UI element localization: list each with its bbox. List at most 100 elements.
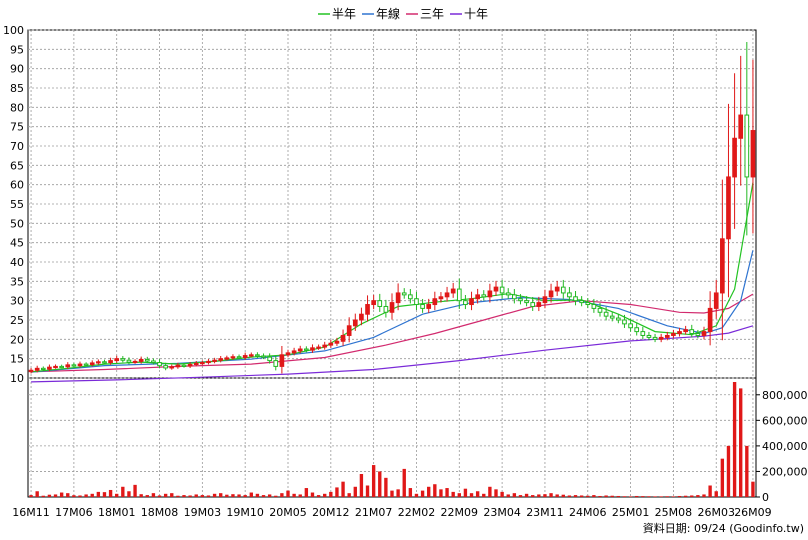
volume-bar xyxy=(182,495,186,497)
volume-bar xyxy=(347,493,351,497)
volume-bar xyxy=(396,489,400,497)
price-tick-label: 50 xyxy=(10,217,24,230)
candle-body xyxy=(512,294,517,300)
candle-body xyxy=(279,354,285,367)
volume-bar xyxy=(579,495,584,497)
legend-label: 半年 xyxy=(332,7,356,21)
volume-bar xyxy=(41,495,45,497)
volume-bar xyxy=(323,493,327,497)
price-tick-label: 90 xyxy=(10,63,24,76)
volume-bar xyxy=(237,494,241,497)
candle-body xyxy=(634,327,640,333)
candle-body xyxy=(334,340,340,344)
volume-bar xyxy=(653,496,657,497)
candle-body xyxy=(579,300,584,304)
date-tick-label: 19M10 xyxy=(226,506,264,519)
volume-panel xyxy=(27,377,757,498)
volume-bar xyxy=(616,495,621,497)
candle-body xyxy=(744,114,750,178)
candle-body xyxy=(671,333,676,336)
candle-body xyxy=(530,302,536,307)
candle-body xyxy=(652,336,658,340)
candle-body xyxy=(187,363,193,367)
date-tick-label: 22M09 xyxy=(441,506,479,519)
date-tick-label: 26M09 xyxy=(734,506,772,519)
price-tick-label: 10 xyxy=(10,372,24,385)
volume-bar xyxy=(316,495,321,497)
volume-bar xyxy=(567,495,572,497)
candle-body xyxy=(365,304,370,315)
volume-bar xyxy=(84,494,88,497)
volume-bar xyxy=(384,477,388,497)
volume-bar xyxy=(482,493,486,497)
candle-body xyxy=(297,348,303,352)
candle-body xyxy=(450,288,456,294)
candle-body xyxy=(304,348,309,351)
volume-bar xyxy=(488,486,492,497)
volume-bar xyxy=(537,494,541,497)
volume-bar xyxy=(427,486,431,497)
candle-body xyxy=(395,292,401,304)
volume-bar xyxy=(586,495,590,497)
candle-body xyxy=(414,298,419,306)
volume-bar xyxy=(35,491,39,497)
volume-bar xyxy=(96,491,101,497)
date-tick-label: 25M08 xyxy=(655,506,693,519)
candle-body xyxy=(151,360,156,364)
legend-label: 三年 xyxy=(420,7,444,21)
candle-body xyxy=(267,356,272,362)
volume-bar xyxy=(549,493,553,497)
candle-body xyxy=(444,292,450,298)
volume-bar xyxy=(457,493,461,497)
candle-body xyxy=(193,362,199,366)
volume-bar xyxy=(108,489,113,497)
candle-body xyxy=(206,360,211,364)
ma-ten-year-line xyxy=(31,325,754,383)
price-tick-label: 80 xyxy=(10,101,24,114)
candle-body xyxy=(401,292,407,296)
volume-bar xyxy=(157,495,162,497)
volume-tick-label: 400,000 xyxy=(762,440,808,453)
volume-tick-label: 600,000 xyxy=(762,414,808,427)
volume-bar xyxy=(353,486,357,497)
price-tick-label: 95 xyxy=(10,43,24,56)
volume-bar xyxy=(298,494,302,497)
volume-bar xyxy=(641,496,645,497)
candle-body xyxy=(383,305,389,313)
volume-bar xyxy=(225,494,229,497)
volume-bar xyxy=(469,493,474,497)
date-tick-label: 26M03 xyxy=(697,506,735,519)
candle-body xyxy=(597,307,603,313)
volume-bar xyxy=(708,485,712,497)
volume-bar xyxy=(714,491,718,497)
grid-lines xyxy=(28,29,756,497)
candle-body xyxy=(616,317,621,321)
legend-label: 十年 xyxy=(464,7,488,21)
volume-bar xyxy=(543,494,547,497)
candle-body xyxy=(200,362,205,365)
volume-bar xyxy=(598,495,602,497)
candle-body xyxy=(469,298,474,306)
volume-bar xyxy=(451,491,455,497)
volume-bar xyxy=(512,493,517,497)
volume-bar xyxy=(371,465,376,497)
volume-bar xyxy=(243,495,247,497)
volume-bar xyxy=(555,494,559,497)
volume-bar xyxy=(29,495,33,497)
price-tick-label: 65 xyxy=(10,159,24,172)
candle-body xyxy=(567,292,572,298)
candle-body xyxy=(695,333,701,336)
volume-bar xyxy=(378,471,382,497)
candle-body xyxy=(738,114,744,139)
date-tick-label: 18M01 xyxy=(98,506,136,519)
volume-bar xyxy=(463,488,468,497)
volume-bar xyxy=(139,494,143,497)
candle-body xyxy=(236,356,242,359)
price-tick-label: 100 xyxy=(3,24,24,37)
volume-bar xyxy=(78,495,82,497)
candle-body xyxy=(108,360,113,364)
volume-bar xyxy=(506,494,510,497)
candle-body xyxy=(40,367,46,371)
volume-bar xyxy=(274,495,278,497)
candle-body xyxy=(273,360,279,367)
